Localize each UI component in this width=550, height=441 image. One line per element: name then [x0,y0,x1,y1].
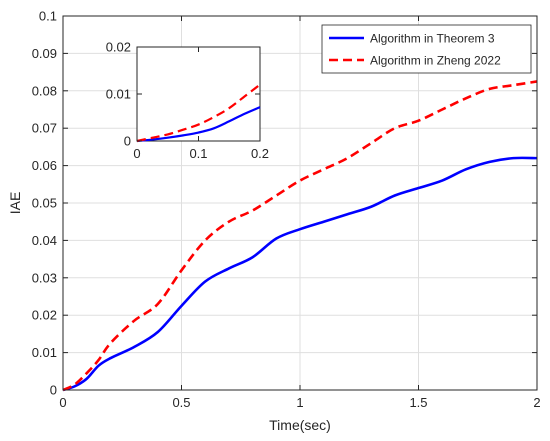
inset-series-line-zheng2022 [136,83,261,143]
main-x-tick-labels: 0 0.5 1 1.5 2 [59,395,540,410]
y-axis-label: IAE [7,192,23,215]
main-y-tick-label: 0.08 [32,83,57,98]
main-x-tick-label: 0 [59,395,66,410]
inset-ticks [136,46,261,142]
main-x-tick-label: 1.5 [409,395,427,410]
main-y-tick-label: 0.07 [32,121,57,136]
legend-label-zheng2022: Algorithm in Zheng 2022 [370,54,501,68]
main-x-tick-label: 1 [296,395,303,410]
legend-box [321,24,532,74]
main-y-tick-label: 0 [50,383,57,398]
main-y-tick-label: 0.09 [32,46,57,61]
inset-x-tick-label: 0 [133,146,140,161]
main-y-tick-label: 0.03 [32,270,57,285]
main-y-tick-label: 0.04 [32,233,57,248]
main-y-tick-label: 0.05 [32,196,57,211]
legend: Algorithm in Theorem 3 Algorithm in Zheng… [321,24,532,74]
inset-x-tick-label: 0.1 [189,146,207,161]
main-x-tick-label: 0.5 [172,395,190,410]
main-y-tick-label: 0.02 [32,308,57,323]
legend-label-theorem3: Algorithm in Theorem 3 [370,32,495,46]
inset-y-tick-label: 0 [124,134,131,149]
main-x-tick-label: 2 [533,395,540,410]
inset-x-tick-label: 0.2 [251,146,269,161]
main-series-line-theorem3 [62,156,538,392]
inset-plot-frame [136,46,261,142]
main-series-line-zheng2022 [62,80,538,392]
main-ticks [62,15,538,391]
inset-y-tick-label: 0.01 [106,87,131,102]
legend-entries: Algorithm in Theorem 3 Algorithm in Zheng… [329,32,501,68]
main-y-tick-label: 0.01 [32,345,57,360]
main-y-tick-label: 0.1 [39,9,57,24]
inset-x-tick-labels: 0 0.1 0.2 [133,146,269,161]
inset-plot: 0 0.1 0.2 0 0.01 0.02 [106,40,269,162]
inset-series-lines [136,83,261,143]
inset-series-line-theorem3 [136,106,261,143]
inset-y-tick-labels: 0 0.01 0.02 [106,40,131,149]
main-y-tick-label: 0.06 [32,158,57,173]
inset-y-tick-label: 0.02 [106,40,131,55]
main-y-tick-labels: 0 0.01 0.02 0.03 0.04 0.05 0.06 0.07 0.08 0.09 0.1 [32,9,57,398]
main-grid [62,15,538,391]
main-series-lines [62,80,538,392]
x-axis-label: Time(sec) [269,417,331,433]
